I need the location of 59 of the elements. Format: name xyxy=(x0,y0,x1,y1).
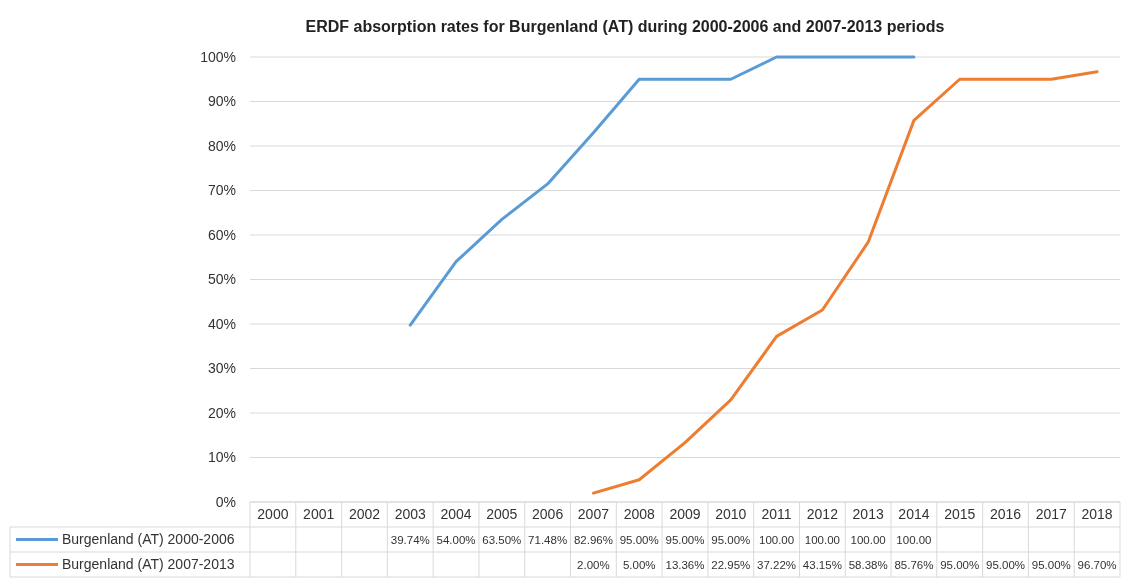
data-label: 85.76% xyxy=(894,558,934,571)
data-label: 58.38% xyxy=(848,558,888,571)
x-tick-label: 2001 xyxy=(303,506,335,523)
y-tick-label: 60% xyxy=(207,226,236,243)
x-tick-label: 2006 xyxy=(532,506,564,523)
y-tick-label: 50% xyxy=(207,271,236,288)
data-label: 95.00% xyxy=(1031,558,1071,571)
data-label: 63.50% xyxy=(482,533,522,546)
x-tick-label: 2017 xyxy=(1035,506,1068,523)
data-label: 43.15% xyxy=(802,558,842,571)
x-tick-label: 2008 xyxy=(623,506,655,523)
y-tick-label: 40% xyxy=(207,315,236,332)
data-label: 100.00 xyxy=(758,533,795,546)
data-label: 100.00 xyxy=(896,533,932,546)
x-tick-label: 2002 xyxy=(348,506,381,523)
line-series xyxy=(591,70,1099,495)
data-label: 95.00% xyxy=(940,558,980,571)
y-tick-label: 30% xyxy=(207,360,236,377)
data-label: 5.00% xyxy=(622,558,656,571)
legend-label: Burgenland (AT) 2000-2006 xyxy=(62,531,235,548)
data-label: 100.00 xyxy=(850,533,886,546)
y-tick-label: 90% xyxy=(207,93,236,110)
x-tick-label: 2012 xyxy=(806,506,839,523)
x-tick-label: 2011 xyxy=(761,506,792,523)
y-tick-label: 20% xyxy=(207,404,236,421)
data-label: 95.00% xyxy=(665,533,705,546)
x-tick-label: 2005 xyxy=(486,506,518,523)
x-tick-label: 2007 xyxy=(577,506,610,523)
x-tick-label: 2009 xyxy=(669,506,701,523)
line-series xyxy=(408,55,916,327)
data-label: 2.00% xyxy=(577,558,610,571)
x-tick-label: 2010 xyxy=(715,506,747,523)
y-tick-label: 80% xyxy=(207,137,236,154)
x-tick-label: 2003 xyxy=(394,506,427,523)
data-label: 100.00 xyxy=(804,533,840,546)
data-label: 96.70% xyxy=(1077,558,1117,571)
data-label: 54.00% xyxy=(436,533,476,546)
y-tick-label: 10% xyxy=(207,449,236,466)
data-label: 39.74% xyxy=(390,533,430,546)
legend-label: Burgenland (AT) 2007-2013 xyxy=(62,556,235,573)
x-tick-label: 2015 xyxy=(944,506,976,523)
x-tick-label: 2016 xyxy=(989,506,1022,523)
data-label: 95.00% xyxy=(986,558,1026,571)
x-tick-label: 2004 xyxy=(440,506,472,523)
y-tick-label: 70% xyxy=(207,182,236,199)
data-label: 13.36% xyxy=(665,558,705,571)
data-label: 82.96% xyxy=(573,533,613,546)
data-label: 71.48% xyxy=(528,533,568,546)
data-label: 95.00% xyxy=(619,533,659,546)
x-tick-label: 2018 xyxy=(1081,506,1113,523)
y-tick-label: 100% xyxy=(200,48,236,65)
chart-title: ERDF absorption rates for Burgenland (AT) during 2000-2006 and 2007-2013 periods xyxy=(305,18,945,35)
data-label: 22.95% xyxy=(711,558,751,571)
x-tick-label: 2014 xyxy=(898,506,930,523)
y-tick-label: 0% xyxy=(215,493,236,510)
x-tick-label: 2013 xyxy=(852,506,884,523)
data-label: 95.00% xyxy=(711,533,751,546)
data-label: 37.22% xyxy=(757,558,797,571)
x-tick-label: 2000 xyxy=(257,506,289,523)
